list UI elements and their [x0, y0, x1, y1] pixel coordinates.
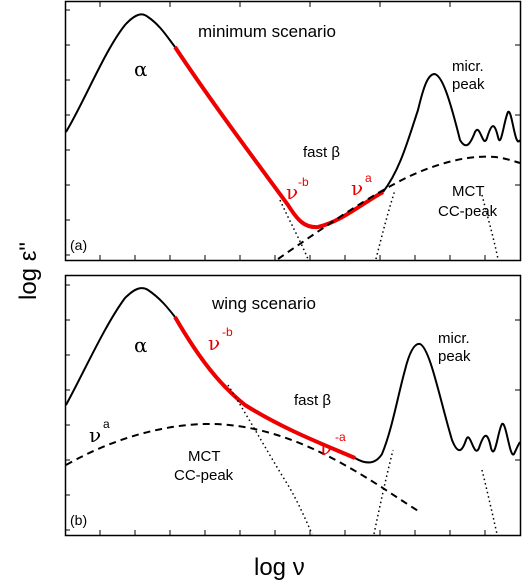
- panel-b-micr-line2: peak: [438, 348, 471, 365]
- panel-b-mct-cc-peak: [65, 422, 421, 513]
- panel-b-micro-peak: [354, 342, 521, 464]
- panel-b-nu-minus-b-exp: -b: [222, 325, 233, 339]
- panel-b-dotted-beta: [227, 384, 313, 535]
- panel-a: minimum scenario α fast β ν -b ν a micr.…: [64, 0, 522, 262]
- x-axis-label: log ν: [254, 554, 305, 581]
- panel-b-label: (b): [70, 512, 87, 528]
- panel-a-dotted-mct: [481, 194, 499, 260]
- panel-b-mct-line2: CC-peak: [174, 467, 234, 484]
- panel-b-nu-minus-a-exp: -a: [335, 430, 346, 444]
- y-axis-label: log ε": [15, 242, 42, 300]
- panel-b-fast-beta-label: fast β: [294, 392, 331, 409]
- panel-a-nu-a-exp: a: [365, 171, 372, 185]
- panel-a-mct-cc-peak: [277, 155, 521, 260]
- panel-b-nu-a-exp: a: [103, 417, 110, 431]
- panel-b-dotted-micro: [373, 449, 394, 535]
- panel-a-dotted-micro: [375, 189, 396, 260]
- panel-a-dotted-beta: [279, 199, 309, 260]
- panel-a-mct-line1: MCT: [452, 183, 485, 200]
- panel-b-nu-a: ν: [89, 423, 101, 447]
- panel-a-micr-line1: micr.: [452, 58, 484, 75]
- panel-a-micr-line2: peak: [452, 76, 485, 93]
- panel-a-micro-peak: [382, 72, 521, 193]
- panel-a-mct-line2: CC-peak: [438, 203, 498, 220]
- panel-b-frame: [64, 274, 522, 537]
- panel-a-nu-a: ν: [351, 176, 363, 200]
- panel-a-highlight: [173, 45, 384, 230]
- panel-a-title: minimum scenario: [198, 22, 336, 41]
- panel-a-alpha-label: α: [134, 57, 148, 81]
- panel-b-micr-line1: micr.: [438, 330, 470, 347]
- panel-b-title: wing scenario: [211, 294, 316, 313]
- panel-b-nu-minus-a: ν: [320, 436, 332, 460]
- panel-b-mct-line1: MCT: [188, 448, 221, 465]
- panel-b-alpha-peak: [65, 287, 176, 406]
- panel-a-label: (a): [70, 237, 87, 253]
- panel-a-alpha-peak: [65, 13, 176, 133]
- panel-a-fast-beta-label: fast β: [303, 144, 340, 161]
- panel-b-ticks: [65, 284, 520, 535]
- panel-b-dotted-mct: [481, 469, 498, 535]
- panel-b-alpha-label: α: [134, 333, 148, 357]
- panel-b-nu-minus-b: ν: [208, 331, 220, 355]
- panel-b-highlight: [173, 315, 356, 460]
- panel-a-ticks: [65, 2, 520, 260]
- panel-a-nu-minus-b-exp: -b: [298, 175, 309, 189]
- panel-a-nu-minus-b: ν: [286, 180, 298, 204]
- panel-b: wing scenario α ν -b fast β ν -a ν a mic…: [64, 274, 522, 537]
